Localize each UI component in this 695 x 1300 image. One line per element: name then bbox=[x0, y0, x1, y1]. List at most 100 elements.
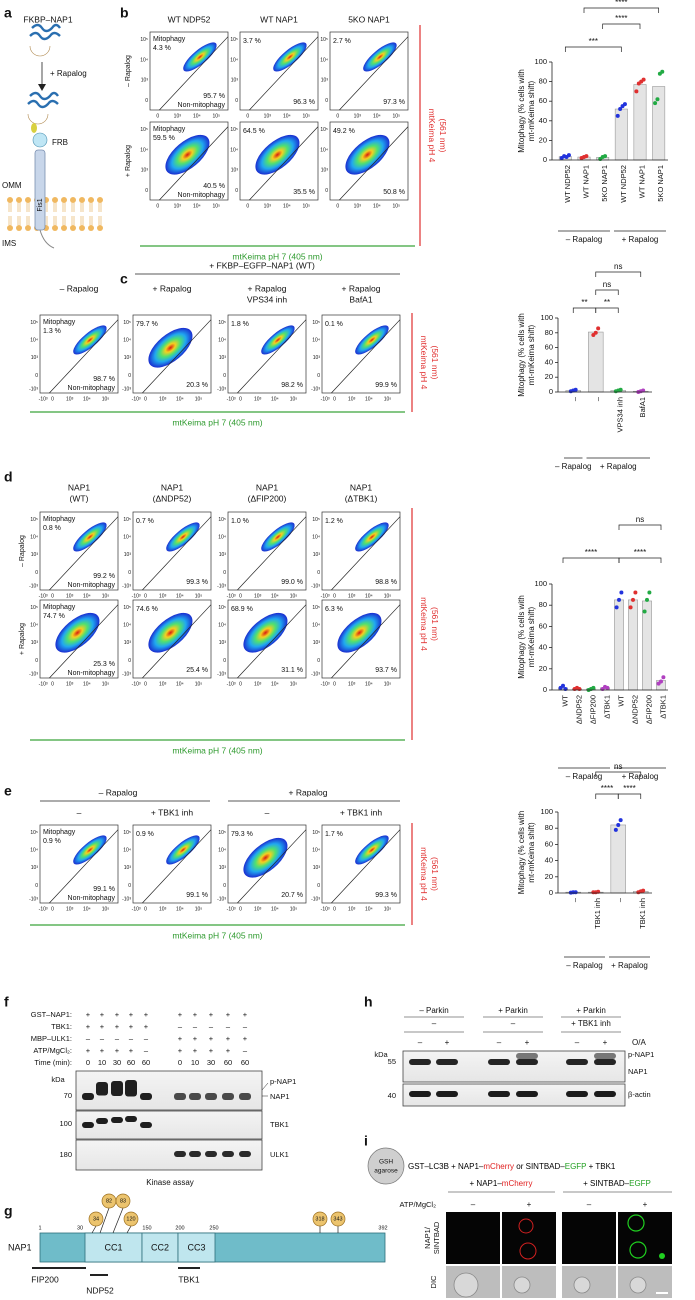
gate-line bbox=[331, 319, 401, 394]
label: Non-mitophagy bbox=[68, 670, 116, 677]
gate-percent: 96.3 % bbox=[293, 99, 315, 106]
column-title: NAP1 bbox=[161, 482, 183, 492]
x-tick-label: 10⁵ bbox=[302, 113, 310, 119]
x-tick-label: -10³ bbox=[132, 681, 141, 687]
lane-label: + bbox=[86, 1046, 91, 1055]
x-tick-label: 0 bbox=[156, 203, 159, 209]
header: + Rapalog bbox=[289, 787, 328, 797]
x-tick-label: -10³ bbox=[227, 906, 236, 912]
x-tick-label: BafA1 bbox=[638, 397, 647, 417]
y-tick-label: 0 bbox=[543, 685, 547, 694]
label: GST–LC3B + NAP1–mCherry or SINTBAD–EGFP … bbox=[408, 1162, 616, 1171]
lipid bbox=[61, 197, 67, 203]
data-point bbox=[631, 597, 635, 602]
y-tick-label: 10⁵ bbox=[320, 37, 328, 43]
y-tick-label: -10³ bbox=[217, 386, 226, 392]
lipid bbox=[16, 197, 22, 203]
y-axis-label: mt-mKeima shift) bbox=[527, 822, 536, 883]
panel-letter: i bbox=[364, 1133, 368, 1149]
x-tick-label: 10³ bbox=[254, 906, 262, 912]
data-point bbox=[618, 818, 623, 823]
label: kDa bbox=[374, 1050, 388, 1059]
band bbox=[125, 1116, 137, 1122]
lane-label: + bbox=[129, 1022, 134, 1031]
label: OMM bbox=[2, 181, 22, 190]
band bbox=[409, 1059, 431, 1065]
label: – bbox=[432, 1019, 437, 1028]
y-tick-label: 0 bbox=[128, 658, 131, 664]
y-tick-label: 10³ bbox=[219, 865, 227, 871]
lane-label: – bbox=[497, 1038, 502, 1047]
data-point bbox=[616, 822, 621, 827]
y-tick-label: 10³ bbox=[219, 355, 227, 361]
column-title: + Rapalog bbox=[153, 283, 192, 293]
row-label: SINTBAD bbox=[432, 1221, 441, 1254]
label: TBK1 bbox=[178, 1274, 200, 1284]
label: 55 bbox=[388, 1057, 396, 1066]
band bbox=[488, 1059, 510, 1065]
lane-label: + bbox=[243, 1010, 248, 1019]
lane-label: + bbox=[86, 1010, 91, 1019]
label: + Parkin bbox=[498, 1006, 528, 1015]
fkbp bbox=[27, 113, 49, 125]
data-point bbox=[615, 113, 620, 118]
column-title: WT NDP52 bbox=[168, 14, 211, 24]
band bbox=[111, 1081, 123, 1096]
gate-percent: 20.7 % bbox=[281, 892, 303, 899]
column-title: + Rapalog bbox=[342, 283, 381, 293]
arrowhead bbox=[38, 84, 46, 91]
column-title: (ΔTBK1) bbox=[345, 493, 378, 503]
gate-percent: 79.3 % bbox=[231, 831, 253, 838]
x-tick-label: 10⁵ bbox=[290, 681, 298, 687]
gate-percent: 25.3 % bbox=[93, 661, 115, 668]
y-tick-label: 0 bbox=[128, 373, 131, 379]
label: + SINTBAD–EGFP bbox=[583, 1179, 651, 1188]
x-tick-label: 10⁵ bbox=[290, 396, 298, 402]
x-axis-label: mtKeima pH 7 (405 nm) bbox=[232, 251, 322, 261]
gate-percent: 59.5 % bbox=[153, 135, 175, 142]
x-tick-label: 10⁴ bbox=[176, 906, 184, 912]
x-tick-label: ΔTBK1 bbox=[658, 695, 667, 719]
bead-signal bbox=[659, 1253, 665, 1259]
y-tick-label: 10⁵ bbox=[312, 605, 320, 611]
significance-bracket bbox=[595, 289, 619, 295]
y-tick-label: 10⁵ bbox=[312, 517, 320, 523]
column-title: NAP1 bbox=[350, 482, 372, 492]
y-tick-label: 0 bbox=[317, 658, 320, 664]
lane-label: + bbox=[243, 1034, 248, 1043]
column-title: WT NAP1 bbox=[260, 14, 298, 24]
gate-line bbox=[49, 319, 119, 394]
y-tick-label: -10³ bbox=[122, 671, 131, 677]
lane-label: + bbox=[643, 1200, 648, 1209]
cell-density bbox=[55, 612, 100, 653]
lane-label: + bbox=[115, 1022, 120, 1031]
y-tick-label: 0 bbox=[128, 570, 131, 576]
label: p-NAP1 bbox=[628, 1050, 654, 1059]
gate-percent: 1.3 % bbox=[43, 328, 61, 335]
x-tick-label: ΔTBK1 bbox=[602, 695, 611, 719]
y-tick-label: 10⁵ bbox=[312, 320, 320, 326]
y-tick-label: 10⁴ bbox=[123, 847, 131, 853]
x-tick-label: 10⁴ bbox=[271, 906, 279, 912]
x-tick-label: 0 bbox=[336, 203, 339, 209]
panel-letter: d bbox=[4, 469, 13, 485]
y-tick-label: 100 bbox=[540, 313, 553, 322]
gate-line bbox=[339, 126, 409, 201]
x-tick-label: 10⁴ bbox=[271, 681, 279, 687]
y-tick-label: 10⁵ bbox=[230, 37, 238, 43]
lane-label: + bbox=[178, 1046, 183, 1055]
flow-plot bbox=[321, 599, 401, 679]
domain-label: CC2 bbox=[151, 1242, 169, 1252]
lane-label: – bbox=[471, 1200, 476, 1209]
label: Fis1 bbox=[37, 198, 44, 211]
y-tick-label: 10⁵ bbox=[30, 320, 38, 326]
y-tick-label: 10⁴ bbox=[30, 337, 38, 343]
significance-bracket bbox=[572, 307, 597, 313]
row-label: – Rapalog bbox=[19, 535, 26, 567]
x-tick-label: 10⁴ bbox=[83, 906, 91, 912]
x-tick-label: 10⁴ bbox=[283, 203, 291, 209]
group-label: – Rapalog bbox=[566, 772, 602, 781]
x-tick-label: 10⁵ bbox=[384, 593, 392, 599]
lane-label: + bbox=[226, 1046, 231, 1055]
y-tick-label: 10⁵ bbox=[30, 830, 38, 836]
